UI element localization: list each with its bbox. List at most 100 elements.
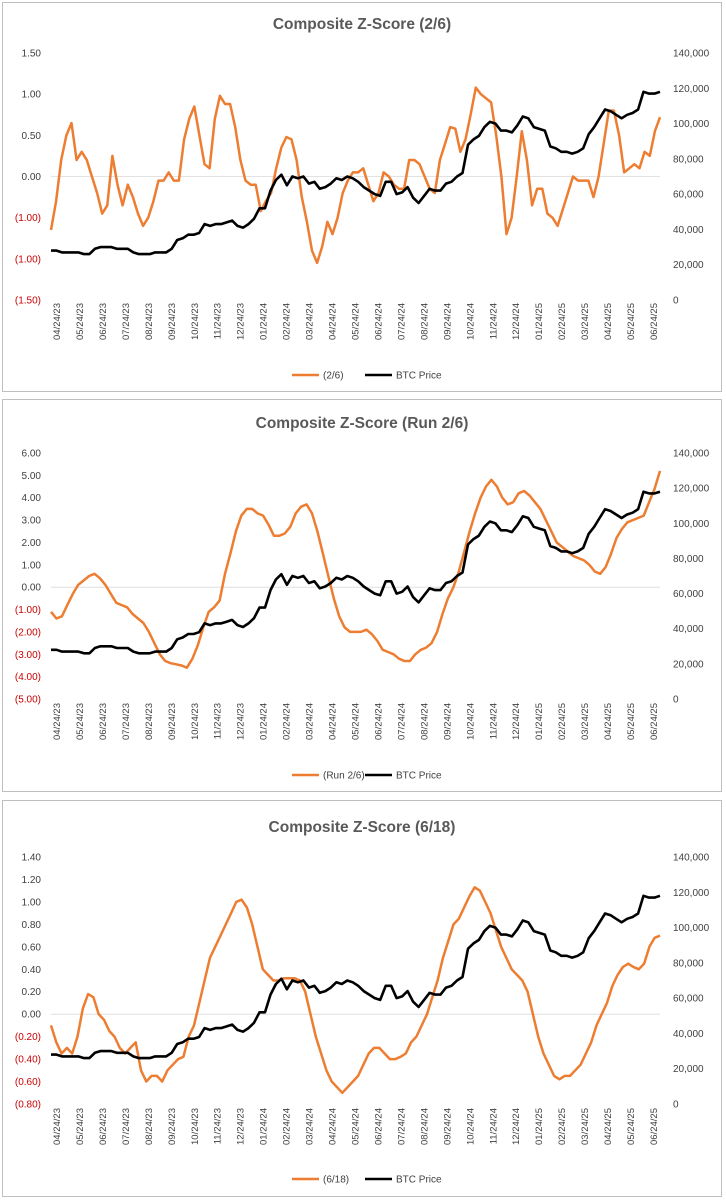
legend-label-btc: BTC Price [396, 1175, 442, 1186]
chart-panel-6-18: Composite Z-Score (6/18) 1.40 1.20 1.00 0.80… [2, 800, 722, 1197]
x-tick-label: 08/24/23 [144, 703, 155, 740]
x-tick-label: 06/24/25 [649, 703, 660, 740]
y-left-tick-label: 4.00 [22, 493, 42, 504]
x-tick-label: 05/24/25 [626, 703, 637, 740]
x-tick-label: 02/24/24 [282, 1108, 293, 1145]
y-left-tick-label: (0.60) [15, 1077, 41, 1088]
x-tick-label: 03/24/25 [580, 303, 591, 340]
y-right-tick-label: 100,000 [673, 923, 710, 934]
series-line-btc-price [51, 894, 661, 1060]
x-tick-label: 12/24/23 [236, 303, 247, 340]
y-right-tick-label: 80,000 [673, 554, 704, 565]
y-right-tick-label: 140,000 [673, 449, 710, 460]
x-tick-label: 08/24/24 [419, 1108, 430, 1145]
x-tick-label: 08/24/23 [144, 303, 155, 340]
x-tick-label: 04/24/23 [52, 703, 63, 740]
y-right-tick-label: 0 [673, 296, 679, 307]
y-right-tick-label: 120,000 [673, 84, 710, 95]
y-left-tick-label: 1.40 [22, 853, 42, 864]
x-tick-label: 07/24/24 [396, 703, 407, 740]
x-tick-label: 10/24/23 [190, 703, 201, 740]
x-tick-label: 11/24/24 [488, 1108, 499, 1144]
x-tick-label: 01/24/25 [534, 703, 545, 740]
y-right-tick-label: 100,000 [673, 519, 710, 530]
y-left-tick-label: 1.00 [22, 897, 42, 908]
x-tick-label: 08/24/24 [419, 703, 430, 740]
y-right-tick-label: 0 [673, 1100, 679, 1111]
y-right-tick-label: 120,000 [673, 888, 710, 899]
y-left-tick-label: (1.00) [15, 254, 41, 265]
y-left-tick-label: 0.60 [22, 942, 42, 953]
x-tick-label: 01/24/25 [534, 1108, 545, 1145]
y-left-tick-label: 1.20 [22, 875, 42, 886]
x-tick-label: 07/24/24 [396, 303, 407, 340]
x-tick-label: 11/24/24 [488, 303, 499, 339]
x-tick-label: 11/24/23 [213, 703, 224, 739]
x-tick-label: 02/24/25 [557, 1108, 568, 1145]
x-tick-label: 03/24/24 [305, 1108, 316, 1145]
x-tick-label: 01/24/25 [534, 303, 545, 340]
x-tick-label: 11/24/24 [488, 703, 499, 739]
x-tick-label: 11/24/23 [213, 303, 224, 339]
y-left-tick-label: (4.00) [15, 672, 41, 683]
y-right-tick-label: 80,000 [673, 958, 704, 969]
legend-label-zscore: (Run 2/6) [323, 771, 365, 782]
chart-title: Composite Z-Score (Run 2/6) [256, 415, 469, 432]
x-tick-label: 10/24/24 [465, 703, 476, 740]
x-tick-label: 07/24/23 [121, 1108, 132, 1145]
x-tick-label: 12/24/24 [511, 703, 522, 740]
y-right-tick-label: 0 [673, 695, 679, 706]
y-right-tick-label: 20,000 [673, 260, 704, 271]
y-left-tick-label: 0.20 [22, 987, 42, 998]
x-tick-label: 12/24/24 [511, 1108, 522, 1145]
y-left-tick-label: (1.50) [15, 296, 41, 307]
x-tick-label: 02/24/25 [557, 703, 568, 740]
x-tick-label: 08/24/24 [419, 303, 430, 340]
y-left-tick-label: 1.00 [22, 90, 42, 101]
y-right-tick-label: 40,000 [673, 225, 704, 236]
y-right-tick-label: 140,000 [673, 49, 710, 60]
y-left-tick-label: (1.00) [15, 605, 41, 616]
y-right-tick-label: 60,000 [673, 589, 704, 600]
y-left-tick-label: 0.40 [22, 965, 42, 976]
x-tick-label: 02/24/24 [282, 303, 293, 340]
series-line-zscore [49, 886, 661, 1095]
series-line-zscore [49, 86, 662, 265]
y-right-tick-label: 60,000 [673, 190, 704, 201]
x-tick-label: 01/24/24 [259, 1108, 270, 1145]
series-line-zscore [50, 470, 662, 669]
y-left-tick-label: (5.00) [15, 695, 41, 706]
x-tick-label: 09/24/24 [442, 1108, 453, 1145]
x-tick-label: 05/24/24 [351, 1108, 362, 1145]
x-tick-label: 05/24/24 [351, 703, 362, 740]
y-left-tick-label: 6.00 [22, 449, 42, 460]
x-tick-label: 05/24/23 [75, 1108, 86, 1145]
y-left-tick-label: (3.00) [15, 650, 41, 661]
x-tick-label: 05/24/24 [351, 303, 362, 340]
chart-panel-2-6: Composite Z-Score (2/6) 1.50 1.00 0.50 0.00 (… [2, 2, 722, 392]
x-tick-label: 01/24/24 [259, 303, 270, 340]
x-tick-label: 12/24/23 [236, 1108, 247, 1145]
y-left-tick-label: 5.00 [22, 471, 42, 482]
y-right-tick-label: 120,000 [673, 484, 710, 495]
legend-label-zscore: (2/6) [323, 371, 344, 382]
y-left-tick-label: (1.00) [15, 213, 41, 224]
x-tick-label: 02/24/25 [557, 303, 568, 340]
x-tick-label: 04/24/24 [328, 303, 339, 340]
x-tick-label: 06/24/24 [373, 303, 384, 340]
y-right-tick-label: 20,000 [673, 659, 704, 670]
y-left-tick-label: (0.40) [15, 1055, 41, 1066]
y-right-tick-label: 100,000 [673, 119, 710, 130]
y-left-tick-label: 2.00 [22, 538, 42, 549]
y-left-tick-label: 0.00 [22, 1010, 42, 1021]
x-tick-label: 09/24/24 [442, 703, 453, 740]
y-right-tick-label: 40,000 [673, 624, 704, 635]
x-tick-label: 05/24/25 [626, 303, 637, 340]
x-tick-label: 10/24/24 [465, 1108, 476, 1145]
x-tick-label: 09/24/23 [167, 303, 178, 340]
y-right-tick-label: 40,000 [673, 1029, 704, 1040]
chart-title: Composite Z-Score (6/18) [269, 819, 456, 836]
y-right-tick-label: 60,000 [673, 994, 704, 1005]
legend-label-btc: BTC Price [396, 371, 442, 382]
x-tick-label: 06/24/23 [98, 1108, 109, 1145]
